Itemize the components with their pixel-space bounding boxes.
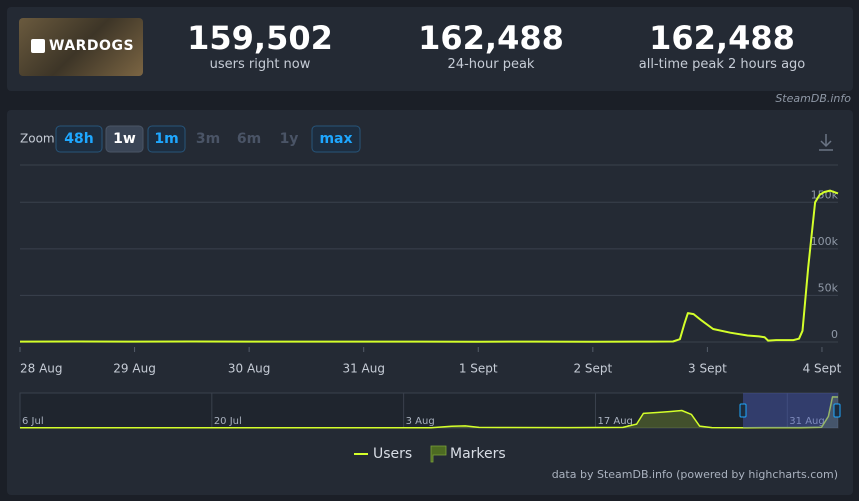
x-tick-label: 29 Aug — [113, 362, 156, 376]
stat-label: all-time peak 2 hours ago — [638, 57, 806, 72]
zoom-button-label[interactable]: 1w — [113, 131, 136, 147]
x-tick-label: 1 Sept — [459, 362, 498, 376]
navigator-line — [19, 396, 839, 429]
y-tick-label: 100k — [811, 235, 839, 248]
x-tick-label: 31 Aug — [342, 362, 385, 376]
stat: 159,502 users right now — [160, 19, 360, 72]
stat-label: 24-hour peak — [447, 57, 535, 72]
credits[interactable]: data by SteamDB.info (powered by highcha… — [552, 468, 838, 481]
source[interactable]: SteamDB.info — [775, 92, 851, 105]
stats-bar: WARDOGS 159,502 users right now 162,488 24… — [7, 7, 853, 91]
x-tick-label: 30 Aug — [228, 362, 271, 376]
navigator-tick-label: 3 Aug — [406, 416, 435, 427]
legend-swatch — [430, 445, 447, 463]
legend-label[interactable]: Markers — [450, 446, 506, 462]
zoom-button-label[interactable]: 6m — [237, 131, 261, 147]
zoom-label: Zoom — [20, 132, 55, 146]
series-line — [19, 189, 839, 343]
navigator-tick-label: 31 Aug — [789, 416, 824, 427]
stat-value: 159,502 — [187, 19, 333, 57]
navigator-handle[interactable] — [739, 403, 747, 418]
zoom-button-label[interactable]: 1m — [154, 131, 178, 147]
zoom-button[interactable] — [55, 125, 103, 153]
stat: 162,488 all-time peak 2 hours ago — [622, 19, 822, 72]
game-logo: WARDOGS — [19, 18, 143, 76]
navigator-tick-label: 17 Aug — [597, 416, 632, 427]
y-tick-label: 0 — [831, 328, 838, 341]
y-tick-label: 150k — [811, 188, 839, 201]
navigator-tick-label: 20 Jul — [214, 416, 242, 427]
zoom-button[interactable] — [105, 125, 144, 153]
navigator-area — [20, 396, 838, 428]
x-tick-label: 3 Sept — [688, 362, 727, 376]
navigator-selection[interactable] — [743, 393, 838, 428]
x-tick-label: 28 Aug — [20, 362, 63, 376]
x-tick-label: 4 Sept — [803, 362, 842, 376]
game-name: WARDOGS — [49, 38, 135, 54]
zoom-button-label[interactable]: max — [319, 131, 352, 147]
navigator-bg — [19, 392, 839, 429]
stat-value: 162,488 — [418, 19, 564, 57]
x-tick-label: 2 Sept — [573, 362, 612, 376]
stat: 162,488 24-hour peak — [391, 19, 591, 72]
zoom-button-label[interactable]: 48h — [64, 131, 93, 147]
zoom-button-label[interactable]: 3m — [196, 131, 220, 147]
stat-label: users right now — [209, 57, 311, 72]
chart-panel — [7, 110, 853, 495]
navigator-tick-label: 6 Jul — [22, 416, 44, 427]
zoom-button[interactable] — [147, 125, 186, 153]
navigator-handle[interactable] — [833, 403, 841, 418]
stat-value: 162,488 — [649, 19, 795, 57]
y-tick-label: 50k — [818, 281, 839, 294]
download-icon[interactable] — [819, 134, 833, 151]
legend-label[interactable]: Users — [373, 446, 412, 462]
zoom-button[interactable] — [311, 125, 361, 153]
zoom-button-label[interactable]: 1y — [280, 131, 299, 147]
